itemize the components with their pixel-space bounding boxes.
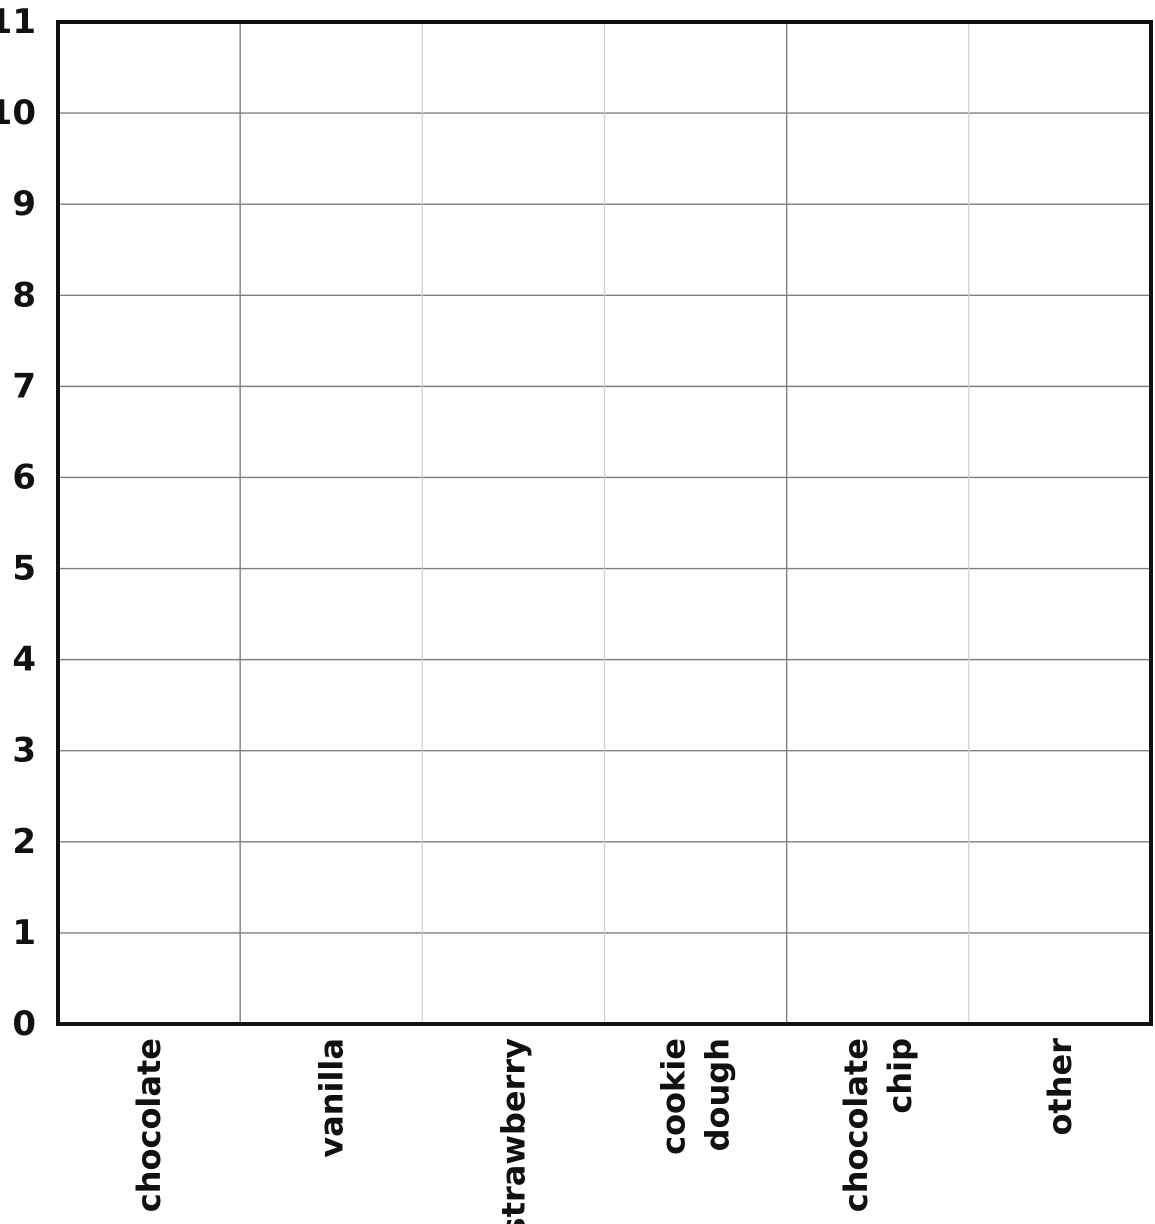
x-tick-label: other <box>1041 1038 1079 1136</box>
y-tick-label: 11 <box>0 2 36 42</box>
y-tick-label: 6 <box>12 457 36 497</box>
y-tick-label: 9 <box>12 184 36 224</box>
y-tick-label: 7 <box>12 366 36 406</box>
y-tick-label: 3 <box>12 731 36 771</box>
x-tick-label: chip <box>881 1038 919 1114</box>
y-tick-label: 2 <box>12 822 36 862</box>
y-tick-label: 0 <box>12 1004 36 1044</box>
x-tick-label: cookie <box>655 1038 693 1155</box>
y-tick-label: 8 <box>12 275 36 315</box>
grid <box>58 22 1151 1024</box>
y-tick-label: 4 <box>12 640 36 680</box>
plot-frame <box>56 20 1153 1026</box>
y-axis-tick-labels: 0 1 2 3 4 5 6 7 8 9 10 11 <box>0 2 36 1044</box>
x-tick-label: strawberry <box>494 1038 532 1224</box>
x-tick-label: vanilla <box>312 1038 350 1158</box>
y-tick-label: 1 <box>12 913 36 953</box>
y-tick-label: 10 <box>0 93 36 133</box>
x-tick-label: dough <box>699 1038 737 1151</box>
x-tick-label: chocolate <box>837 1038 875 1212</box>
y-tick-label: 5 <box>12 549 36 589</box>
x-tick-label: chocolate <box>130 1038 168 1212</box>
x-axis-tick-labels: chocolate vanilla strawberry cookie dough cho… <box>130 1038 1079 1224</box>
